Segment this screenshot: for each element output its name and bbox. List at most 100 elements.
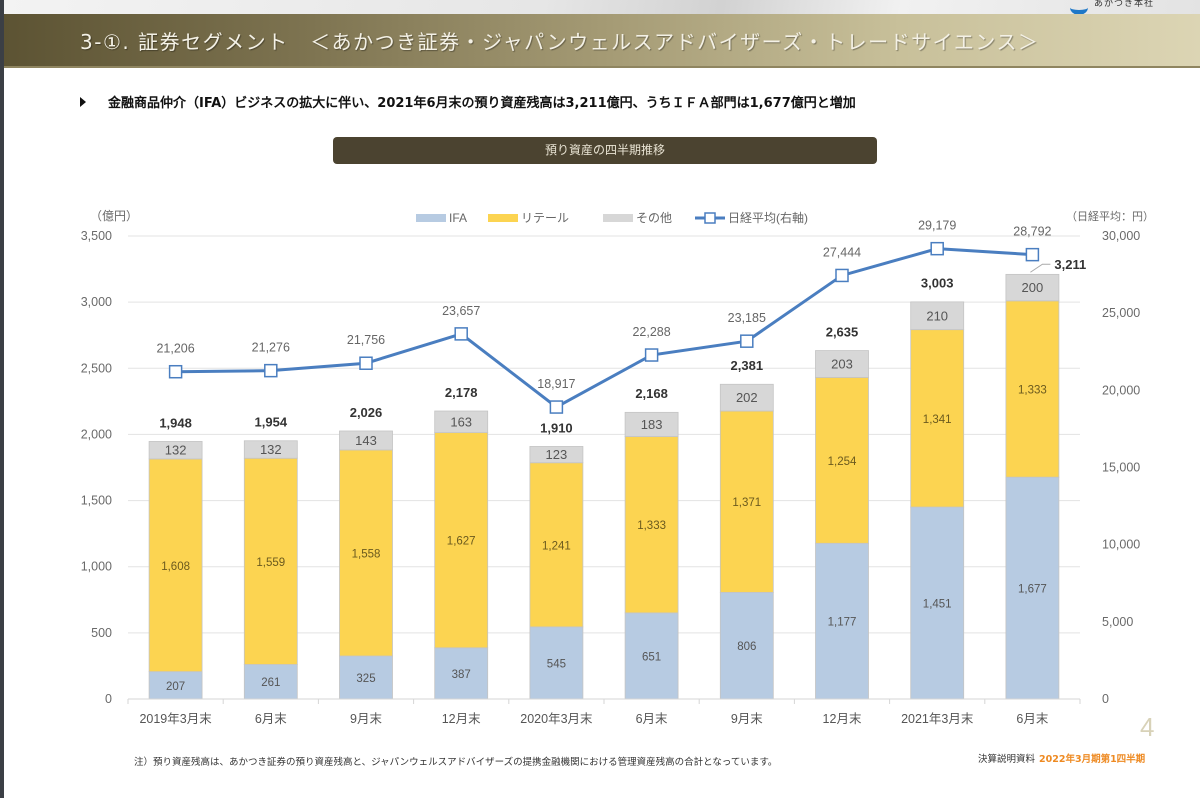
y-axis-title: （億円） (90, 209, 138, 223)
y-tick-label: 1,500 (81, 494, 112, 508)
legend-marker-swatch (704, 212, 716, 224)
nikkei-marker (359, 356, 373, 370)
footer-period: 2022年3月期第1四半期 (1039, 754, 1146, 765)
bar-segment-label: 1,677 (1018, 584, 1047, 596)
bar-segment-ifa (529, 626, 584, 700)
x-tick-label: 12月末 (823, 712, 862, 726)
bar-segment-label: 1,241 (542, 540, 571, 552)
bar-segment-retail (719, 410, 774, 593)
bar-segment-label: 325 (356, 673, 375, 685)
bar-segment-label: 1,608 (161, 561, 190, 573)
summary-text: 金融商品仲介（IFA）ビジネスの拡大に伴い、2021年6月末の預り資産残高は3,… (108, 96, 856, 111)
y-tick-label: 2,000 (81, 427, 112, 441)
nikkei-marker (168, 364, 183, 379)
data-labels: 207 1,608 132 1,948 261 1,559 132 1,954 325 1,558… (156, 219, 1086, 693)
bar-segment-ifa (1005, 476, 1060, 700)
bar-segment-label: 132 (165, 443, 187, 458)
nikkei-label: 21,756 (347, 333, 385, 347)
bar-segment-label: 1,177 (828, 617, 857, 629)
bar-segment-other (910, 301, 965, 331)
top-decorative-strip: あかつき本社 (4, 0, 1200, 15)
bar-segment-retail (624, 436, 679, 614)
bar-segment-label: 651 (642, 651, 661, 663)
x-tick-label: 2020年3月末 (520, 712, 593, 726)
bar-total-label: 1,910 (540, 420, 573, 435)
bar-segment-other (1005, 273, 1060, 302)
bar-segment-retail (910, 329, 965, 508)
x-tick-label: 6月末 (636, 712, 668, 726)
legend: IFA リテール その他 日経平均(右軸) (416, 210, 808, 225)
bar-segment-other (815, 350, 869, 378)
bar-segment-label: 806 (737, 641, 756, 653)
nikkei-marker (1025, 247, 1040, 262)
bar-segment-other (339, 430, 393, 451)
legend-label: IFA (449, 211, 467, 225)
y-tick-label: 2,500 (81, 361, 112, 375)
bar-segment-label: 1,371 (732, 497, 761, 509)
bar-segment-ifa (624, 612, 679, 700)
company-logo: あかつき本社 (1070, 0, 1200, 15)
bar-total-label: 2,168 (635, 386, 668, 401)
nikkei-label: 22,288 (632, 325, 670, 339)
bar-segment-retail (529, 462, 584, 628)
bar-segment-label: 163 (450, 414, 472, 429)
chart-title-banner: 預り資産の四半期推移 (333, 137, 877, 164)
nikkei-marker (835, 268, 849, 283)
bar-total-label: 2,026 (350, 405, 383, 420)
x-tick-label: 6月末 (255, 712, 287, 726)
bar-segment-other (529, 446, 584, 464)
x-tick-label: 9月末 (731, 712, 763, 726)
x-tick-label: 6月末 (1016, 712, 1048, 726)
footnote: 注）預り資産残高は、あかつき証券の預り資産残高と、ジャパンウェルスアドバイザーズ… (134, 757, 778, 768)
bar-segment-ifa (434, 647, 489, 700)
bar-segment-other (719, 383, 774, 412)
bar-segment-label: 261 (261, 677, 280, 689)
nikkei-label: 21,276 (252, 341, 290, 355)
bar-total-label: 2,178 (445, 385, 478, 400)
bar-segment-label: 132 (260, 442, 282, 457)
bar-segment-retail (339, 449, 393, 657)
y2-tick-label: 5,000 (1102, 615, 1133, 629)
nikkei-label: 18,917 (537, 377, 575, 391)
bar-segment-label: 202 (736, 390, 758, 405)
bar-total-label: 2,635 (826, 324, 859, 339)
bar-segment-label: 143 (355, 433, 377, 448)
y2-tick-label: 0 (1102, 692, 1109, 706)
bar-segment-retail (243, 457, 298, 665)
legend-swatch-0 (416, 214, 446, 222)
y-tick-label: 1,000 (81, 560, 112, 574)
bar-segment-label: 545 (547, 658, 566, 670)
bar-segment-retail (434, 432, 489, 649)
legend-swatch-2 (603, 214, 633, 222)
triangle-right-icon (80, 96, 86, 107)
bar-segment-label: 387 (452, 669, 471, 681)
y2-tick-label: 15,000 (1102, 461, 1140, 475)
nikkei-line (168, 241, 1040, 414)
legend-label: リテール (521, 211, 569, 225)
x-tick-label: 2021年3月末 (901, 712, 974, 726)
nikkei-label: 28,792 (1013, 225, 1051, 239)
nikkei-marker (930, 241, 944, 256)
bar-segment-label: 1,333 (637, 520, 666, 532)
y-tick-label: 0 (105, 692, 112, 706)
total-leader-line (1030, 263, 1051, 273)
window-left-edge (0, 0, 4, 798)
bar-segment-label: 1,627 (447, 536, 476, 548)
nikkei-label: 23,185 (728, 311, 766, 325)
summary-bullet: 金融商品仲介（IFA）ビジネスの拡大に伴い、2021年6月末の預り資産残高は3,… (80, 92, 856, 111)
bar-segment-label: 1,254 (828, 456, 857, 468)
page-number: 4 (1140, 712, 1155, 742)
bar-total-label: 1,948 (159, 415, 192, 430)
legend-label: 日経平均(右軸) (728, 210, 808, 225)
bar-segment-other (148, 441, 203, 460)
nikkei-marker (740, 334, 754, 348)
bar-segment-label: 207 (166, 681, 185, 693)
bar-segment-label: 210 (926, 308, 948, 323)
bar-segment-label: 1,558 (352, 548, 381, 560)
nikkei-label: 27,444 (823, 245, 861, 259)
nikkei-marker (454, 327, 468, 341)
bar-total-label: 1,954 (255, 415, 288, 430)
bar-segment-label: 200 (1022, 280, 1044, 295)
header-band (4, 14, 1200, 68)
